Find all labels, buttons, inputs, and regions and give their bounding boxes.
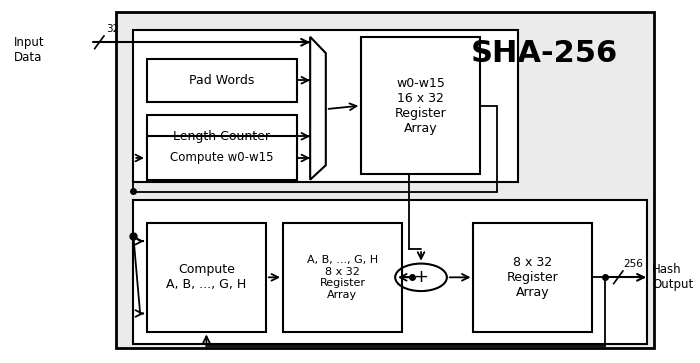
FancyBboxPatch shape [133,200,647,344]
Text: Compute
A, B, ..., G, H: Compute A, B, ..., G, H [167,263,246,291]
Text: Input
Data: Input Data [14,36,45,64]
FancyBboxPatch shape [147,136,297,180]
FancyBboxPatch shape [283,223,402,331]
FancyBboxPatch shape [133,30,517,181]
Text: w0-w15
16 x 32
Register
Array: w0-w15 16 x 32 Register Array [395,77,447,135]
Text: 8 x 32
Register
Array: 8 x 32 Register Array [507,256,559,299]
Text: 256: 256 [624,260,643,269]
Text: A, B, ..., G, H
8 x 32
Register
Array: A, B, ..., G, H 8 x 32 Register Array [307,255,378,300]
Text: +: + [414,268,428,286]
Text: Length Counter: Length Counter [173,130,270,143]
Text: Compute w0-w15: Compute w0-w15 [170,151,274,164]
Text: 32: 32 [106,24,120,34]
FancyBboxPatch shape [147,115,297,158]
FancyBboxPatch shape [147,58,297,102]
FancyBboxPatch shape [361,37,480,174]
Text: Pad Words: Pad Words [189,74,254,87]
FancyBboxPatch shape [473,223,592,331]
FancyBboxPatch shape [147,223,266,331]
FancyBboxPatch shape [116,12,654,348]
Polygon shape [310,37,326,180]
Text: Hash
Output: Hash Output [652,263,694,291]
Text: SHA-256: SHA-256 [471,38,618,68]
